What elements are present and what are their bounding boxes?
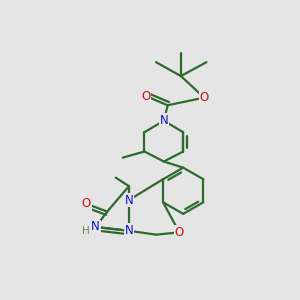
Text: N: N (124, 194, 133, 206)
Text: N: N (160, 114, 168, 127)
Text: N: N (124, 224, 133, 237)
Text: H: H (82, 226, 89, 236)
Text: O: O (175, 226, 184, 239)
Text: O: O (200, 91, 209, 104)
Text: O: O (141, 90, 151, 103)
Text: O: O (82, 197, 91, 210)
Text: N: N (91, 220, 100, 233)
